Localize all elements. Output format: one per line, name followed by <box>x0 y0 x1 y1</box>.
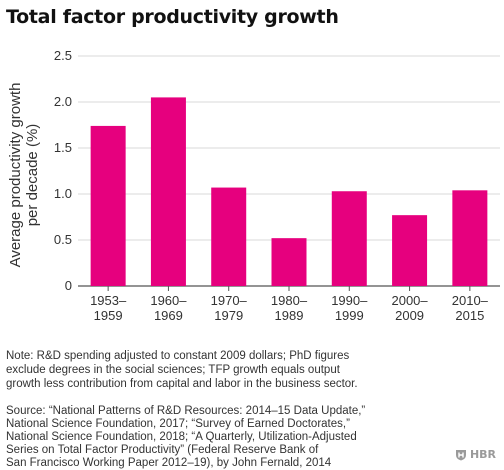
x-tick-label: 1953– 1959 <box>90 293 127 323</box>
bar <box>392 215 428 286</box>
bar <box>271 238 307 286</box>
y-tick-label: 0 <box>65 278 72 293</box>
bar <box>90 125 126 286</box>
y-tick-label: 0.5 <box>54 232 72 247</box>
x-tick-label: 2010– 2015 <box>452 293 489 323</box>
y-tick-label: 1.0 <box>54 186 72 201</box>
x-tick-label: 1990– 1999 <box>331 293 368 323</box>
y-axis-label: Average productivity growthper decade (%… <box>7 83 41 268</box>
chart-source: Source: “National Patterns of R&D Resour… <box>6 405 366 469</box>
bar <box>211 187 247 286</box>
chart-note: Note: R&D spending adjusted to constant … <box>6 350 358 390</box>
bar <box>452 190 488 286</box>
chart-title: Total factor productivity growth <box>6 6 339 28</box>
y-tick-label: 2.0 <box>54 94 72 109</box>
hbr-logo-text: HBR <box>469 448 496 461</box>
bar <box>331 191 367 286</box>
x-tick-label: 1970– 1979 <box>211 293 248 323</box>
hbr-shield-icon <box>455 449 466 460</box>
x-tick-label: 1980– 1989 <box>271 293 308 323</box>
bar-chart: 0 0.5 1.0 1.5 2.0 2.5 1953– 1959 1960– 1969 1970– 1… <box>7 48 500 323</box>
x-tick-label: 2000– 2009 <box>391 293 428 323</box>
y-tick-label: 1.5 <box>54 140 72 155</box>
y-tick-label: 2.5 <box>54 48 72 63</box>
bar <box>150 97 186 287</box>
x-tick-label: 1960– 1969 <box>150 293 187 323</box>
hbr-logo: HBR <box>455 448 496 461</box>
